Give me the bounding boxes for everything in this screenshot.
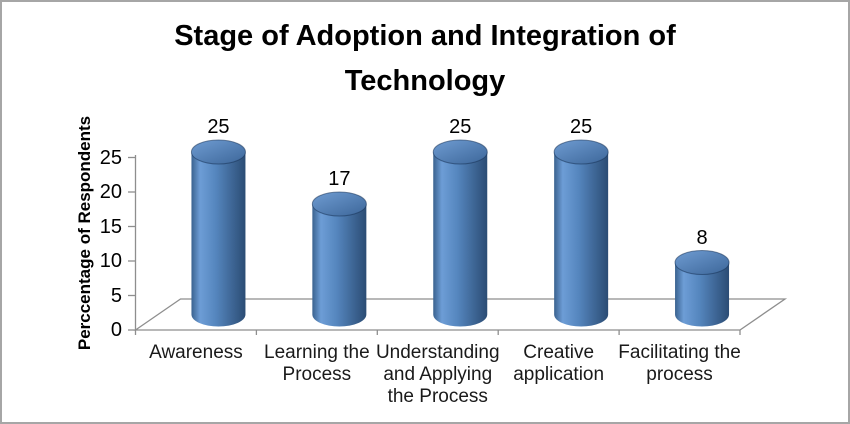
cylinder-bar-5[interactable]: [674, 250, 730, 327]
cylinder-top[interactable]: [190, 139, 246, 165]
chart-floor-3d: [133, 298, 788, 331]
x-axis-label: Awareness: [149, 342, 243, 363]
cylinder-top[interactable]: [553, 139, 609, 165]
cylinder-top[interactable]: [674, 250, 730, 275]
bar-value-label: 25: [449, 116, 472, 138]
cylinder-body[interactable]: [312, 204, 367, 327]
x-axis-label: Understanding and Applying the Process: [375, 342, 500, 407]
cylinder-top[interactable]: [432, 139, 488, 165]
cylinder-body[interactable]: [191, 152, 246, 327]
cylinder-top[interactable]: [311, 191, 367, 217]
bar-value-label: 17: [328, 168, 351, 190]
y-tick-label: 20: [99, 181, 122, 203]
cylinder-bar-2[interactable]: [311, 191, 367, 327]
x-axis-label: Creative application: [513, 342, 605, 385]
bar-value-label: 8: [696, 226, 708, 249]
cylinder-body[interactable]: [554, 152, 609, 327]
cylinder-body[interactable]: [675, 262, 730, 327]
y-tick-label: 5: [110, 284, 122, 307]
cylinder-bar-1[interactable]: [190, 139, 246, 327]
cylinder-bar-3[interactable]: [432, 139, 488, 327]
x-axis-label: Learning the Process: [264, 342, 370, 385]
y-tick-label: 25: [99, 146, 122, 169]
bar-value-label: 25: [570, 116, 593, 138]
bar-value-label: 25: [207, 116, 230, 138]
x-axis-label: Facilitating the process: [618, 342, 741, 385]
y-tick-label: 0: [110, 319, 122, 341]
y-tick-label: 10: [99, 250, 122, 272]
chart-title: Stage of Adoption and Integration of Tec…: [174, 20, 676, 97]
cylinder-bar-4[interactable]: [553, 139, 609, 327]
y-tick-label: 15: [99, 215, 122, 238]
cylinder-body[interactable]: [433, 152, 488, 327]
